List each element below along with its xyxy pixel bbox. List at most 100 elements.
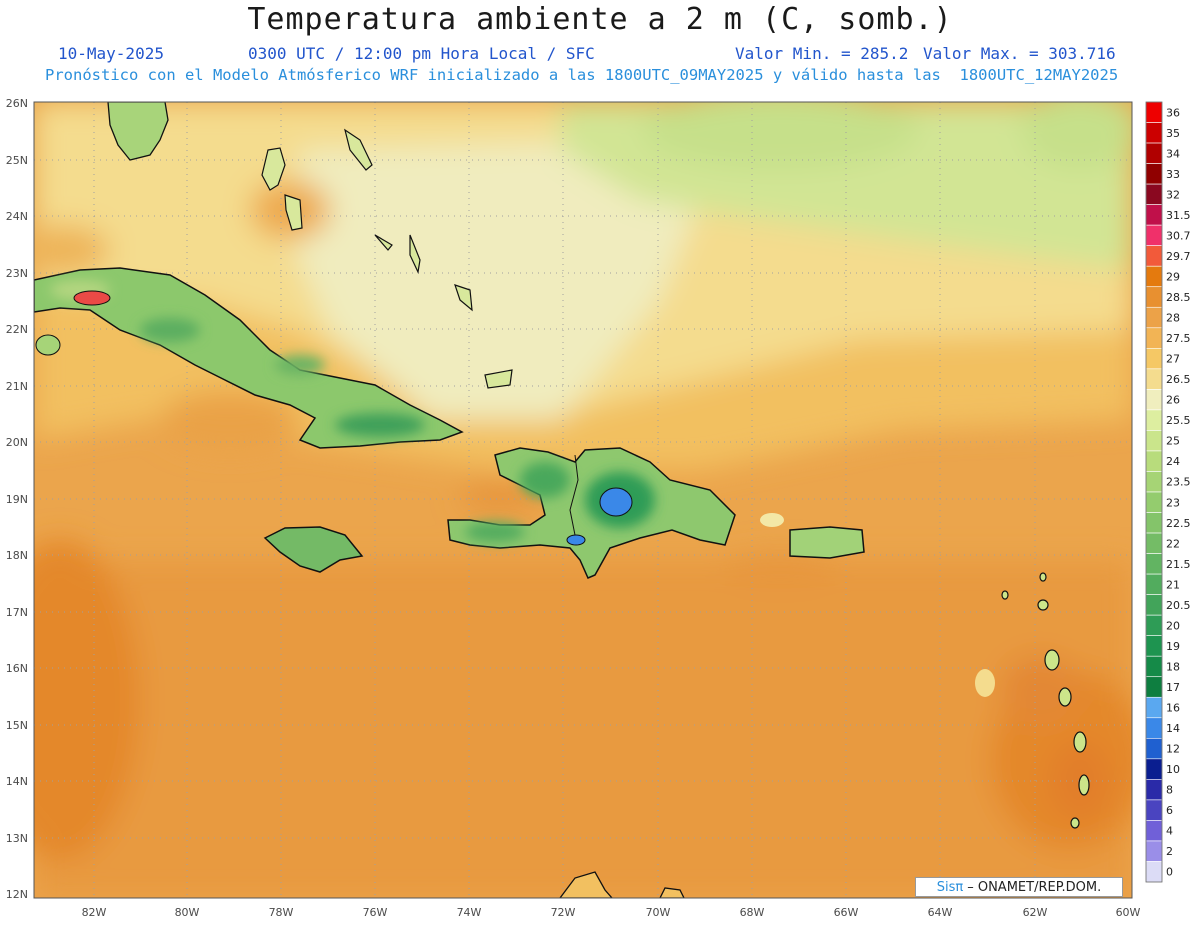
colorbar-label: 31.5 xyxy=(1166,209,1191,222)
colorbar-label: 14 xyxy=(1166,722,1180,735)
colorbar-label: 29.7 xyxy=(1166,250,1191,263)
forecast-label: Pronóstico con el Modelo Atmósferico WRF… xyxy=(45,66,1119,84)
colorbar-label: 23 xyxy=(1166,496,1180,509)
time-label: 0300 UTC / 12:00 pm Hora Local / SFC xyxy=(248,44,595,63)
colorbar-label: 22 xyxy=(1166,537,1180,550)
lat-label: 16N xyxy=(6,662,28,675)
max-value-label: Valor Max. = 303.716 xyxy=(923,44,1116,63)
colorbar-label: 29 xyxy=(1166,270,1180,283)
lat-label: 26N xyxy=(6,97,28,110)
lat-label: 15N xyxy=(6,719,28,732)
temperature-field xyxy=(34,102,1132,898)
colorbar-swatch xyxy=(1145,430,1163,452)
colorbar-swatch xyxy=(1145,348,1163,370)
colorbar-label: 28 xyxy=(1166,312,1180,325)
colorbar-swatch xyxy=(1145,122,1163,144)
lon-label: 62W xyxy=(1023,906,1048,919)
colorbar-swatch xyxy=(1145,614,1163,636)
florida-landmass xyxy=(107,102,169,161)
colorbar-swatch xyxy=(1145,101,1163,123)
cold-spot-cordillera xyxy=(599,487,633,517)
colorbar-label: 10 xyxy=(1166,763,1180,776)
colorbar-swatch xyxy=(1145,758,1163,780)
colorbar-label: 6 xyxy=(1166,804,1173,817)
colorbar-label: 16 xyxy=(1166,702,1180,715)
cuba-landmass xyxy=(34,267,464,449)
colorbar-label: 21.5 xyxy=(1166,558,1191,571)
lesser-antilles xyxy=(975,572,1090,829)
colorbar-swatch xyxy=(1145,676,1163,698)
colorbar-label: 28.5 xyxy=(1166,291,1191,304)
colorbar-label: 17 xyxy=(1166,681,1180,694)
colorbar-swatch xyxy=(1145,471,1163,493)
date-label: 10-May-2025 xyxy=(58,44,164,63)
credit-text: – ONAMET/REP.DOM. xyxy=(967,879,1102,895)
map-title: Temperatura ambiente a 2 m (C, somb.) xyxy=(247,2,953,37)
lon-label: 82W xyxy=(82,906,107,919)
lat-label: 14N xyxy=(6,775,28,788)
colorbar-swatch xyxy=(1145,594,1163,616)
lon-label: 70W xyxy=(646,906,671,919)
lat-label: 24N xyxy=(6,210,28,223)
colorbar-label: 36 xyxy=(1166,106,1180,119)
lat-label: 19N xyxy=(6,493,28,506)
sispi-logo-text: Sisπ xyxy=(936,879,964,895)
colorbar-label: 25.5 xyxy=(1166,414,1191,427)
credit-box: Sisπ – ONAMET/REP.DOM. xyxy=(915,877,1123,897)
colorbar-swatch xyxy=(1145,738,1163,760)
colorbar-label: 26 xyxy=(1166,394,1180,407)
lat-label: 12N xyxy=(6,888,28,901)
colorbar-swatch xyxy=(1145,573,1163,595)
colorbar-label: 35 xyxy=(1166,127,1180,140)
colorbar-label: 27 xyxy=(1166,353,1180,366)
puerto-rico-landmass xyxy=(789,526,865,559)
colorbar-swatch xyxy=(1145,717,1163,739)
colorbar-swatch xyxy=(1145,491,1163,513)
lon-label: 66W xyxy=(834,906,859,919)
lat-label: 23N xyxy=(6,267,28,280)
colorbar-swatch xyxy=(1145,142,1163,164)
colorbar-label: 22.5 xyxy=(1166,517,1191,530)
colorbar-swatch xyxy=(1145,532,1163,554)
lat-label: 13N xyxy=(6,832,28,845)
colorbar-swatch xyxy=(1145,245,1163,267)
hot-spot-havana xyxy=(73,290,111,306)
colorbar-label: 30.7 xyxy=(1166,229,1191,242)
colorbar-label: 27.5 xyxy=(1166,332,1191,345)
colorbar-swatch xyxy=(1145,450,1163,472)
colorbar-swatch xyxy=(1145,553,1163,575)
colorbar: 363534333231.530.729.72928.52827.52726.5… xyxy=(1145,101,1191,883)
colorbar-swatch xyxy=(1145,163,1163,185)
colorbar-label: 2 xyxy=(1166,845,1173,858)
colorbar-swatch xyxy=(1145,306,1163,329)
colorbar-frame xyxy=(1145,101,1163,883)
lon-label: 78W xyxy=(269,906,294,919)
colorbar-swatch xyxy=(1145,840,1163,862)
jamaica-landmass xyxy=(263,526,364,573)
lat-label: 17N xyxy=(6,606,28,619)
lon-label: 76W xyxy=(363,906,388,919)
colorbar-swatch xyxy=(1145,799,1163,821)
colorbar-swatch xyxy=(1145,204,1163,226)
colorbar-label: 0 xyxy=(1166,866,1173,879)
lat-label: 18N xyxy=(6,549,28,562)
bahamas-islands xyxy=(261,128,513,389)
colorbar-swatch xyxy=(1145,820,1163,842)
colorbar-label: 25 xyxy=(1166,435,1180,448)
south-america-coast xyxy=(559,871,685,898)
colorbar-swatch xyxy=(1145,779,1163,801)
colorbar-swatch xyxy=(1145,265,1163,288)
colorbar-label: 26.5 xyxy=(1166,373,1191,386)
colorbar-label: 20 xyxy=(1166,619,1180,632)
colorbar-label: 21 xyxy=(1166,578,1180,591)
lon-label: 68W xyxy=(740,906,765,919)
colorbar-swatch xyxy=(1145,635,1163,657)
colorbar-label: 19 xyxy=(1166,640,1180,653)
colorbar-swatch xyxy=(1145,286,1163,308)
lon-label: 72W xyxy=(551,906,576,919)
lat-label: 25N xyxy=(6,154,28,167)
colorbar-label: 8 xyxy=(1166,784,1173,797)
colorbar-swatch xyxy=(1145,183,1163,205)
colorbar-label: 34 xyxy=(1166,147,1180,160)
